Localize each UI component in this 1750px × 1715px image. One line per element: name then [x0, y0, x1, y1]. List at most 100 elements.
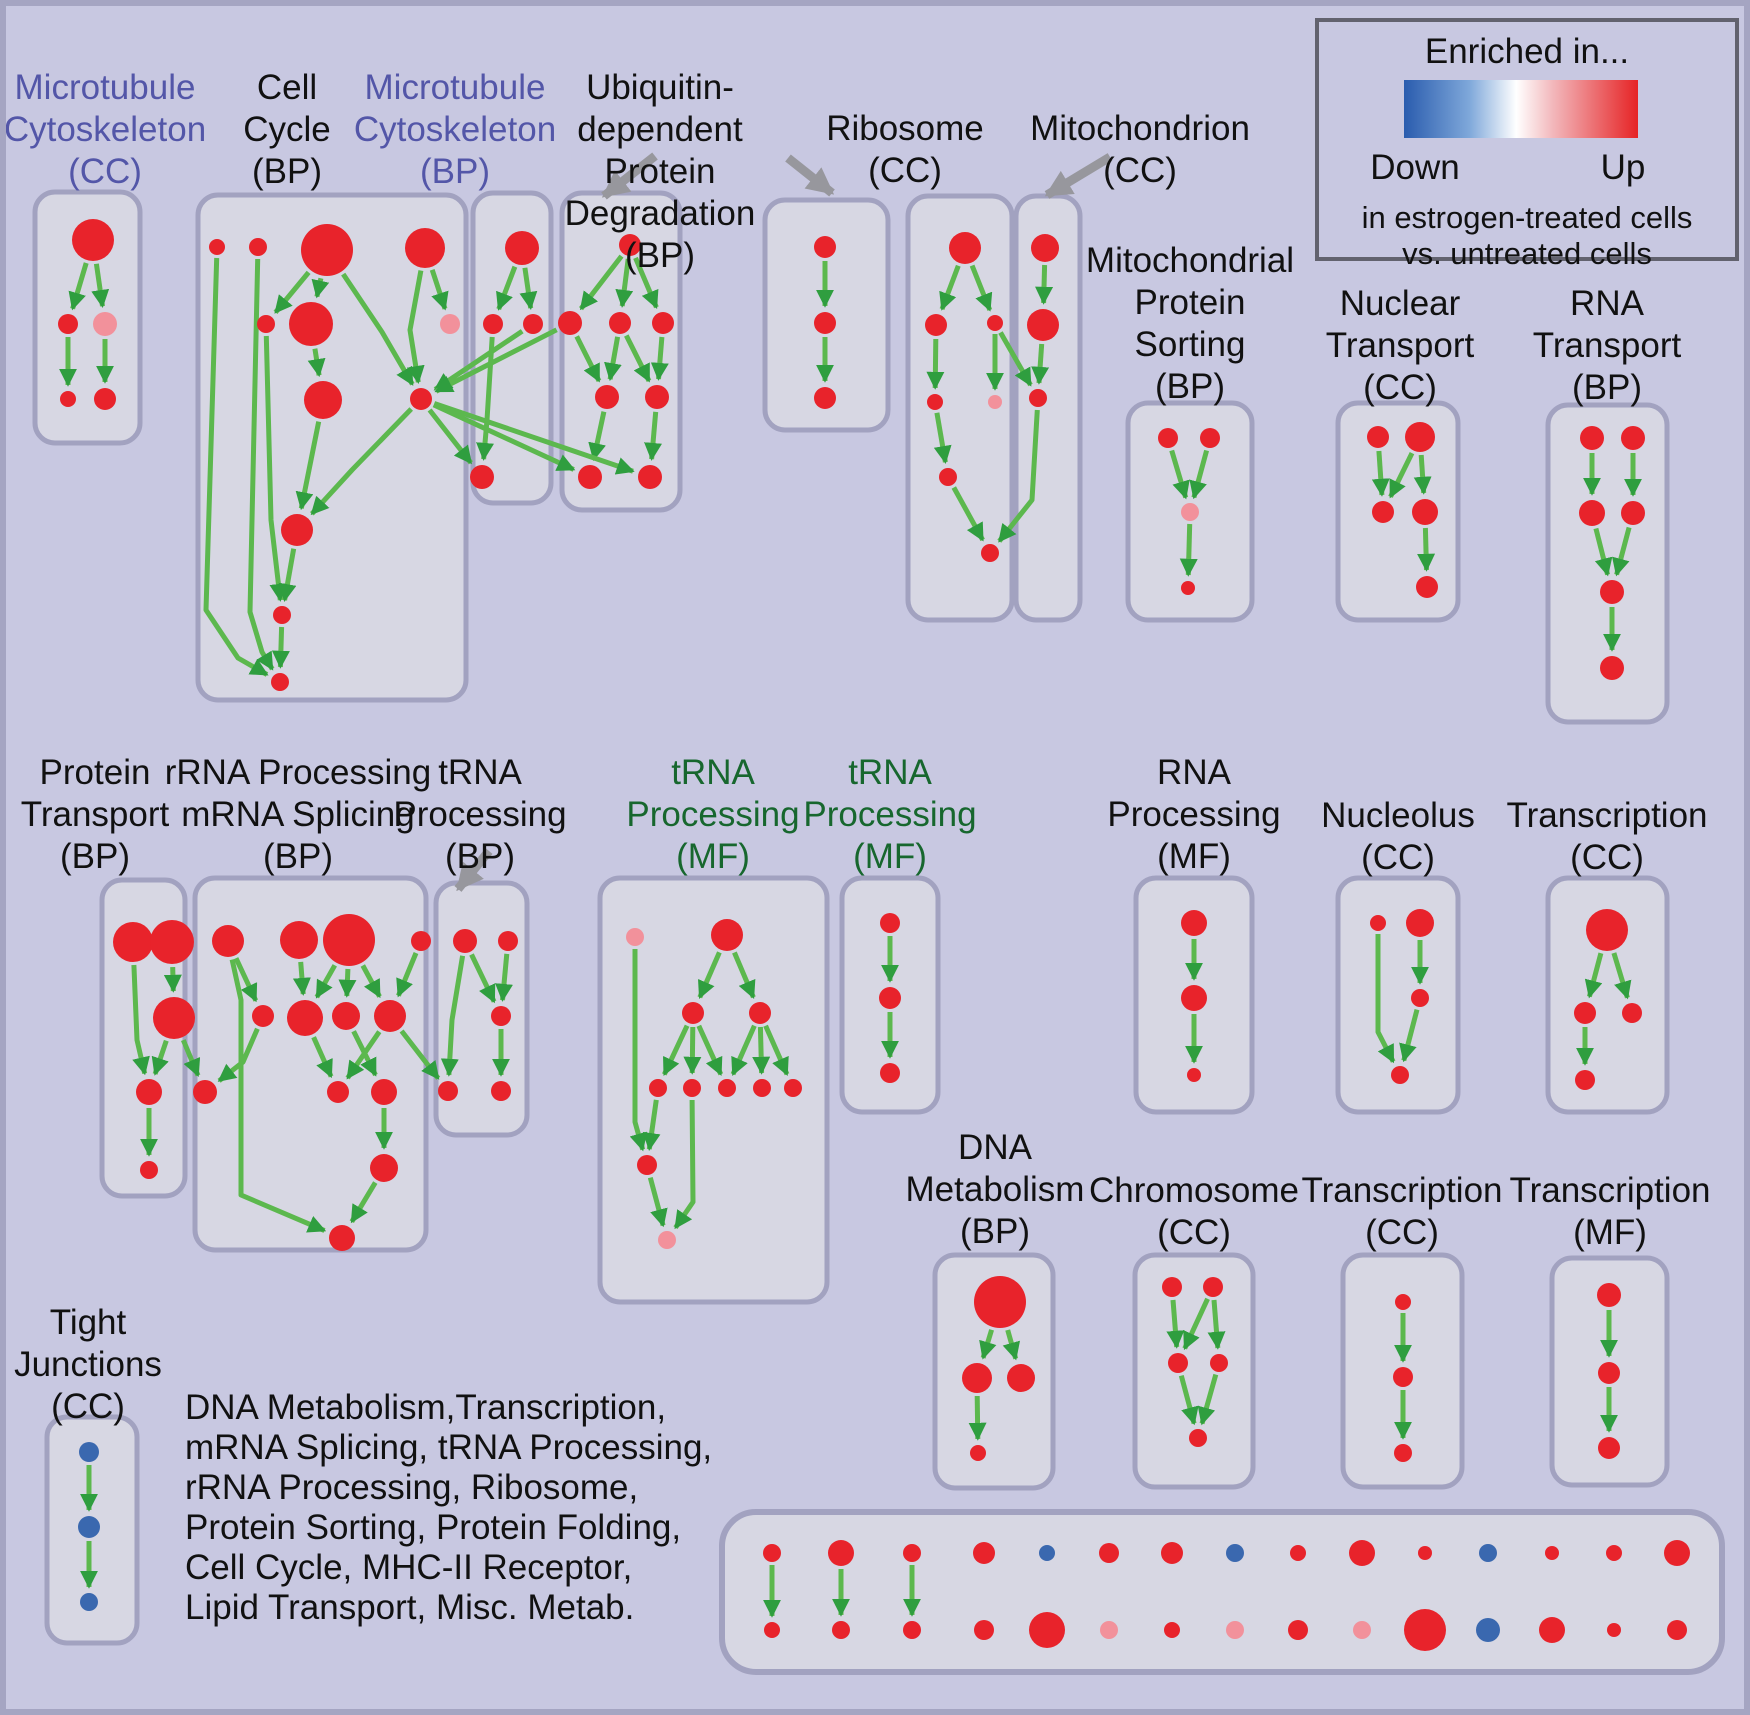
go-term-node — [1479, 1544, 1497, 1562]
edge-arrow — [427, 408, 473, 465]
edge-arrow — [307, 348, 326, 378]
edge-arrow — [933, 412, 952, 464]
go-term-node — [1029, 1612, 1065, 1648]
go-term-node — [1621, 501, 1645, 525]
go-term-node — [505, 231, 539, 265]
cluster-box-misc-strip — [719, 1509, 1725, 1675]
edge-arrow — [939, 264, 961, 311]
edge-arrow — [1593, 527, 1613, 577]
label-mito-protein-sorting: Mitochondrial Protein Sorting (BP) — [1086, 241, 1294, 406]
go-term-node — [1574, 1002, 1596, 1024]
edge-arrow — [732, 951, 756, 999]
edge-arrow — [91, 263, 110, 308]
go-term-node — [1406, 909, 1434, 937]
edge-arrow — [697, 951, 722, 1000]
cluster-box-dna_metab — [932, 1252, 1056, 1491]
edge-arrow — [968, 1395, 987, 1441]
edge-arrow — [399, 1029, 441, 1080]
go-term-node — [374, 1000, 406, 1032]
annotation-arrow — [785, 154, 835, 197]
edge-arrow — [588, 411, 607, 462]
edge-arrow — [752, 1026, 771, 1075]
cluster-box-chromosome — [1132, 1252, 1256, 1490]
go-term-node — [470, 465, 494, 489]
legend-up-label: Up — [1600, 148, 1646, 187]
edge-arrow — [345, 1030, 382, 1080]
go-term-node — [1476, 1618, 1500, 1642]
go-term-node — [1226, 1621, 1244, 1639]
edge-arrow — [763, 1024, 790, 1076]
edge-arrow — [1169, 449, 1190, 500]
go-term-node — [558, 311, 582, 335]
edge-arrow — [151, 1039, 169, 1076]
go-term-node — [327, 1081, 349, 1103]
go-term-node — [987, 315, 1003, 331]
edge-arrow — [495, 953, 513, 1002]
label-ubiquitin-degradation: Ubiquitin-dependent Protein Degradation (BP… — [565, 68, 756, 275]
go-term-node — [682, 1002, 704, 1024]
go-term-node — [880, 913, 900, 933]
go-term-node — [1545, 1546, 1559, 1560]
edge-arrow — [647, 1176, 668, 1228]
go-term-node — [371, 1079, 397, 1105]
go-term-node — [140, 1161, 158, 1179]
legend-subtitle-line2: vs. untreated cells — [1402, 236, 1652, 271]
go-term-node — [1181, 910, 1207, 936]
go-term-node — [1607, 1623, 1621, 1637]
edge-arrow — [1002, 1329, 1021, 1361]
go-term-node — [370, 1154, 398, 1182]
go-term-node — [1226, 1544, 1244, 1562]
go-term-node — [626, 928, 644, 946]
go-enrichment-network-diagram: Microtubule Cytoskeleton (CC) Cell Cycle (BP)… — [6, 68, 1725, 1675]
edge-arrow — [432, 402, 576, 472]
go-term-node — [1418, 1546, 1432, 1560]
go-term-node — [193, 1080, 217, 1104]
go-term-node — [970, 1445, 986, 1461]
edge-arrow — [229, 959, 327, 1233]
legend: Enriched in... Down Up in estrogen-treat… — [1315, 18, 1739, 271]
label-ribosome: Ribosome (CC) — [826, 109, 984, 190]
go-term-node — [523, 314, 543, 334]
edge-arrow — [1611, 952, 1632, 1000]
go-term-node — [879, 987, 901, 1009]
edge-arrow — [969, 264, 993, 312]
go-term-node — [1039, 1545, 1055, 1561]
go-term-node — [273, 606, 291, 624]
edge-arrow — [314, 964, 337, 999]
go-term-node — [753, 1079, 771, 1097]
edge-arrow — [624, 334, 652, 383]
go-term-node — [763, 1544, 781, 1562]
edge-arrow — [180, 1039, 201, 1078]
go-term-node — [832, 1621, 850, 1639]
label-mitochondrion: Mitochondrion (CC) — [1030, 109, 1250, 190]
go-term-node — [280, 921, 318, 959]
go-term-node — [498, 931, 518, 951]
edge-arrow — [311, 277, 330, 299]
go-term-node — [1181, 581, 1195, 595]
go-term-node — [1598, 1362, 1620, 1384]
legend-down-label: Down — [1370, 148, 1460, 187]
go-term-node — [72, 219, 114, 261]
edge-arrow — [310, 407, 413, 516]
go-term-node — [784, 1079, 802, 1097]
edge-arrow — [604, 336, 622, 382]
edge-arrow — [1178, 1374, 1199, 1426]
edge-arrow — [1375, 934, 1396, 1064]
go-term-node — [974, 1276, 1026, 1328]
edge-arrow — [429, 269, 449, 311]
go-term-node — [1161, 1542, 1183, 1564]
cluster-box-nucleolus — [1335, 875, 1461, 1115]
go-term-node — [483, 314, 503, 334]
label-dna-metabolism: DNA Metabolism (BP) — [906, 1128, 1085, 1251]
edge-arrow — [519, 267, 538, 310]
label-nucleolus: Nucleolus (CC) — [1321, 796, 1475, 877]
go-term-node — [619, 234, 641, 256]
label-trna-processing-bp: tRNA Processing (BP) — [393, 753, 566, 876]
go-term-node — [405, 228, 445, 268]
edge-arrow — [629, 949, 648, 1152]
edge-arrow — [683, 1026, 702, 1075]
label-transcription-mf: Transcription (MF) — [1510, 1171, 1711, 1252]
go-term-node — [94, 388, 116, 410]
go-term-node — [252, 1005, 274, 1027]
